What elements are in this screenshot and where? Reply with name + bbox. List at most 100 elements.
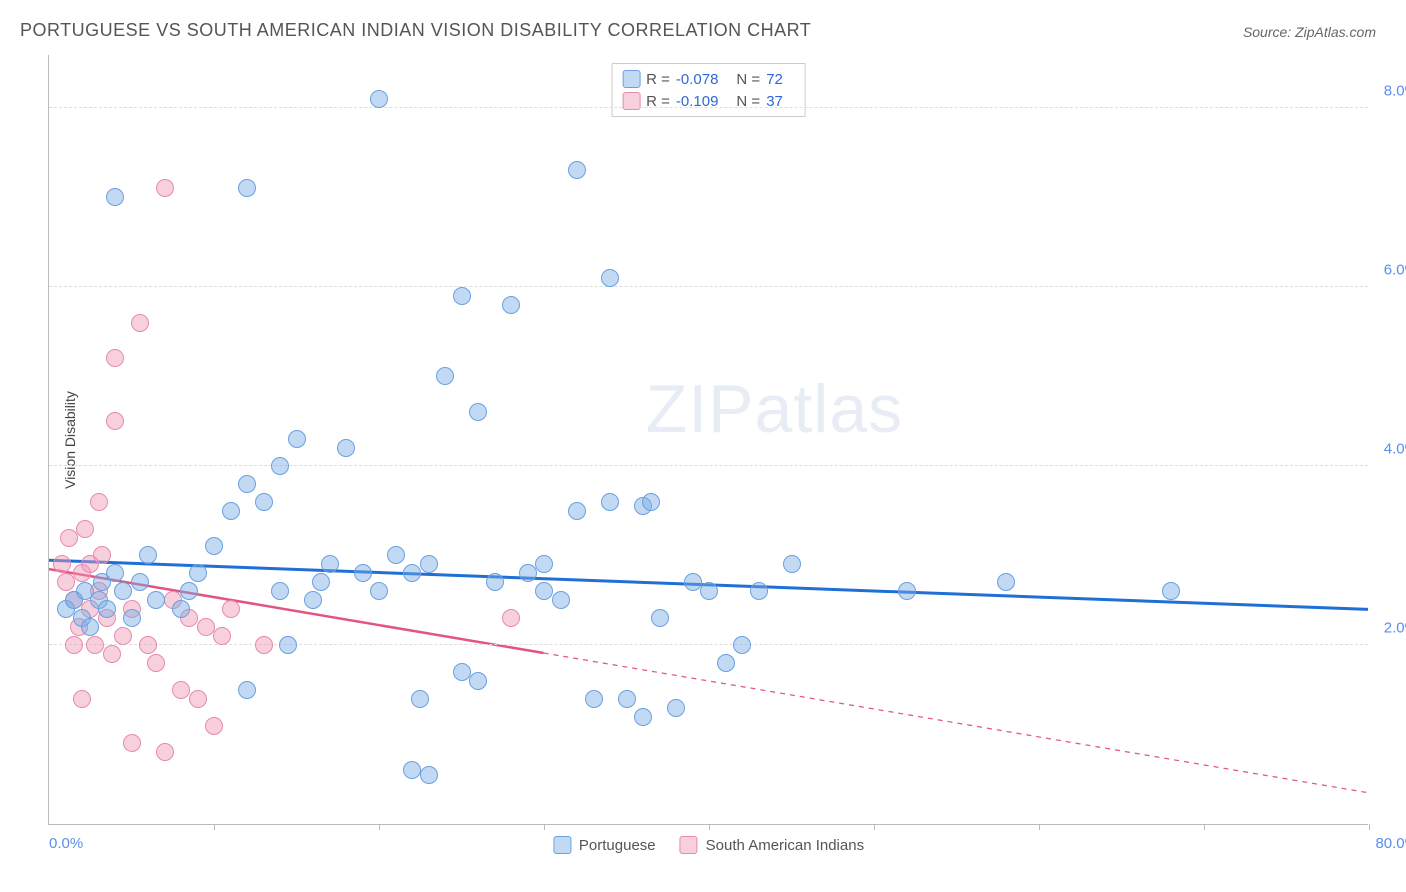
data-point-portuguese (420, 555, 438, 573)
r-label: R = (646, 71, 670, 88)
data-point-portuguese (238, 179, 256, 197)
x-tick (1204, 824, 1205, 830)
data-point-portuguese (205, 537, 223, 555)
data-point-portuguese (1162, 582, 1180, 600)
data-point-sai (65, 636, 83, 654)
data-point-portuguese (222, 502, 240, 520)
swatch-portuguese (622, 70, 640, 88)
data-point-portuguese (535, 582, 553, 600)
data-point-portuguese (436, 367, 454, 385)
data-point-portuguese (601, 493, 619, 511)
correlation-legend: R = -0.078 N = 72 R = -0.109 N = 37 (611, 63, 806, 117)
data-point-sai (81, 555, 99, 573)
chart-plot-area: Vision Disability ZIPatlas R = -0.078 N … (48, 55, 1368, 825)
data-point-portuguese (568, 502, 586, 520)
data-point-sai (114, 627, 132, 645)
data-point-portuguese (139, 546, 157, 564)
y-axis-label: Vision Disability (62, 391, 78, 489)
data-point-portuguese (114, 582, 132, 600)
data-point-portuguese (131, 573, 149, 591)
data-point-portuguese (403, 761, 421, 779)
data-point-portuguese (750, 582, 768, 600)
data-point-portuguese (535, 555, 553, 573)
y-tick-label: 8.0% (1384, 82, 1406, 99)
x-tick (1369, 824, 1370, 830)
data-point-sai (189, 690, 207, 708)
data-point-portuguese (552, 591, 570, 609)
data-point-portuguese (321, 555, 339, 573)
n-value-portuguese: 72 (766, 71, 783, 88)
data-point-portuguese (486, 573, 504, 591)
data-point-sai (213, 627, 231, 645)
data-point-portuguese (172, 600, 190, 618)
n-label: N = (736, 71, 760, 88)
watermark-zip: ZIP (646, 371, 755, 447)
data-point-portuguese (453, 287, 471, 305)
x-tick (709, 824, 710, 830)
data-point-sai (90, 493, 108, 511)
x-axis-min-label: 0.0% (49, 835, 83, 852)
data-point-portuguese (700, 582, 718, 600)
data-point-portuguese (255, 493, 273, 511)
data-point-sai (53, 555, 71, 573)
data-point-portuguese (585, 690, 603, 708)
x-tick (214, 824, 215, 830)
data-point-portuguese (147, 591, 165, 609)
data-point-portuguese (898, 582, 916, 600)
data-point-portuguese (106, 564, 124, 582)
data-point-portuguese (469, 403, 487, 421)
data-point-portuguese (271, 457, 289, 475)
data-point-sai (197, 618, 215, 636)
data-point-sai (123, 734, 141, 752)
data-point-portuguese (651, 609, 669, 627)
data-point-sai (156, 179, 174, 197)
x-tick (1039, 824, 1040, 830)
data-point-portuguese (288, 430, 306, 448)
y-tick-label: 4.0% (1384, 440, 1406, 457)
data-point-portuguese (98, 600, 116, 618)
data-point-portuguese (271, 582, 289, 600)
data-point-sai (106, 412, 124, 430)
data-point-sai (255, 636, 273, 654)
x-axis-max-label: 80.0% (1375, 835, 1406, 852)
data-point-portuguese (453, 663, 471, 681)
data-point-portuguese (634, 708, 652, 726)
data-point-portuguese (81, 618, 99, 636)
x-tick (874, 824, 875, 830)
data-point-portuguese (717, 654, 735, 672)
legend-row-sai: R = -0.109 N = 37 (622, 90, 795, 112)
data-point-sai (86, 636, 104, 654)
data-point-portuguese (642, 493, 660, 511)
x-tick (544, 824, 545, 830)
data-point-portuguese (667, 699, 685, 717)
legend-item-sai: South American Indians (680, 836, 864, 854)
trend-lines-svg (49, 55, 1368, 824)
data-point-sai (156, 743, 174, 761)
legend-label-portuguese: Portuguese (579, 837, 656, 854)
data-point-portuguese (469, 672, 487, 690)
data-point-portuguese (238, 681, 256, 699)
data-point-portuguese (370, 90, 388, 108)
data-point-sai (205, 717, 223, 735)
x-tick (379, 824, 380, 830)
data-point-sai (106, 349, 124, 367)
data-point-sai (139, 636, 157, 654)
watermark: ZIPatlas (646, 370, 903, 448)
data-point-sai (60, 529, 78, 547)
y-tick-label: 6.0% (1384, 261, 1406, 278)
source-attribution: Source: ZipAtlas.com (1243, 24, 1376, 40)
data-point-portuguese (420, 766, 438, 784)
data-point-sai (57, 573, 75, 591)
data-point-sai (147, 654, 165, 672)
swatch-portuguese-bottom (553, 836, 571, 854)
data-point-portuguese (279, 636, 297, 654)
data-point-sai (502, 609, 520, 627)
data-point-portuguese (568, 161, 586, 179)
legend-item-portuguese: Portuguese (553, 836, 656, 854)
data-point-sai (222, 600, 240, 618)
data-point-portuguese (519, 564, 537, 582)
chart-title: PORTUGUESE VS SOUTH AMERICAN INDIAN VISI… (20, 20, 811, 41)
data-point-portuguese (370, 582, 388, 600)
swatch-sai-bottom (680, 836, 698, 854)
data-point-portuguese (238, 475, 256, 493)
